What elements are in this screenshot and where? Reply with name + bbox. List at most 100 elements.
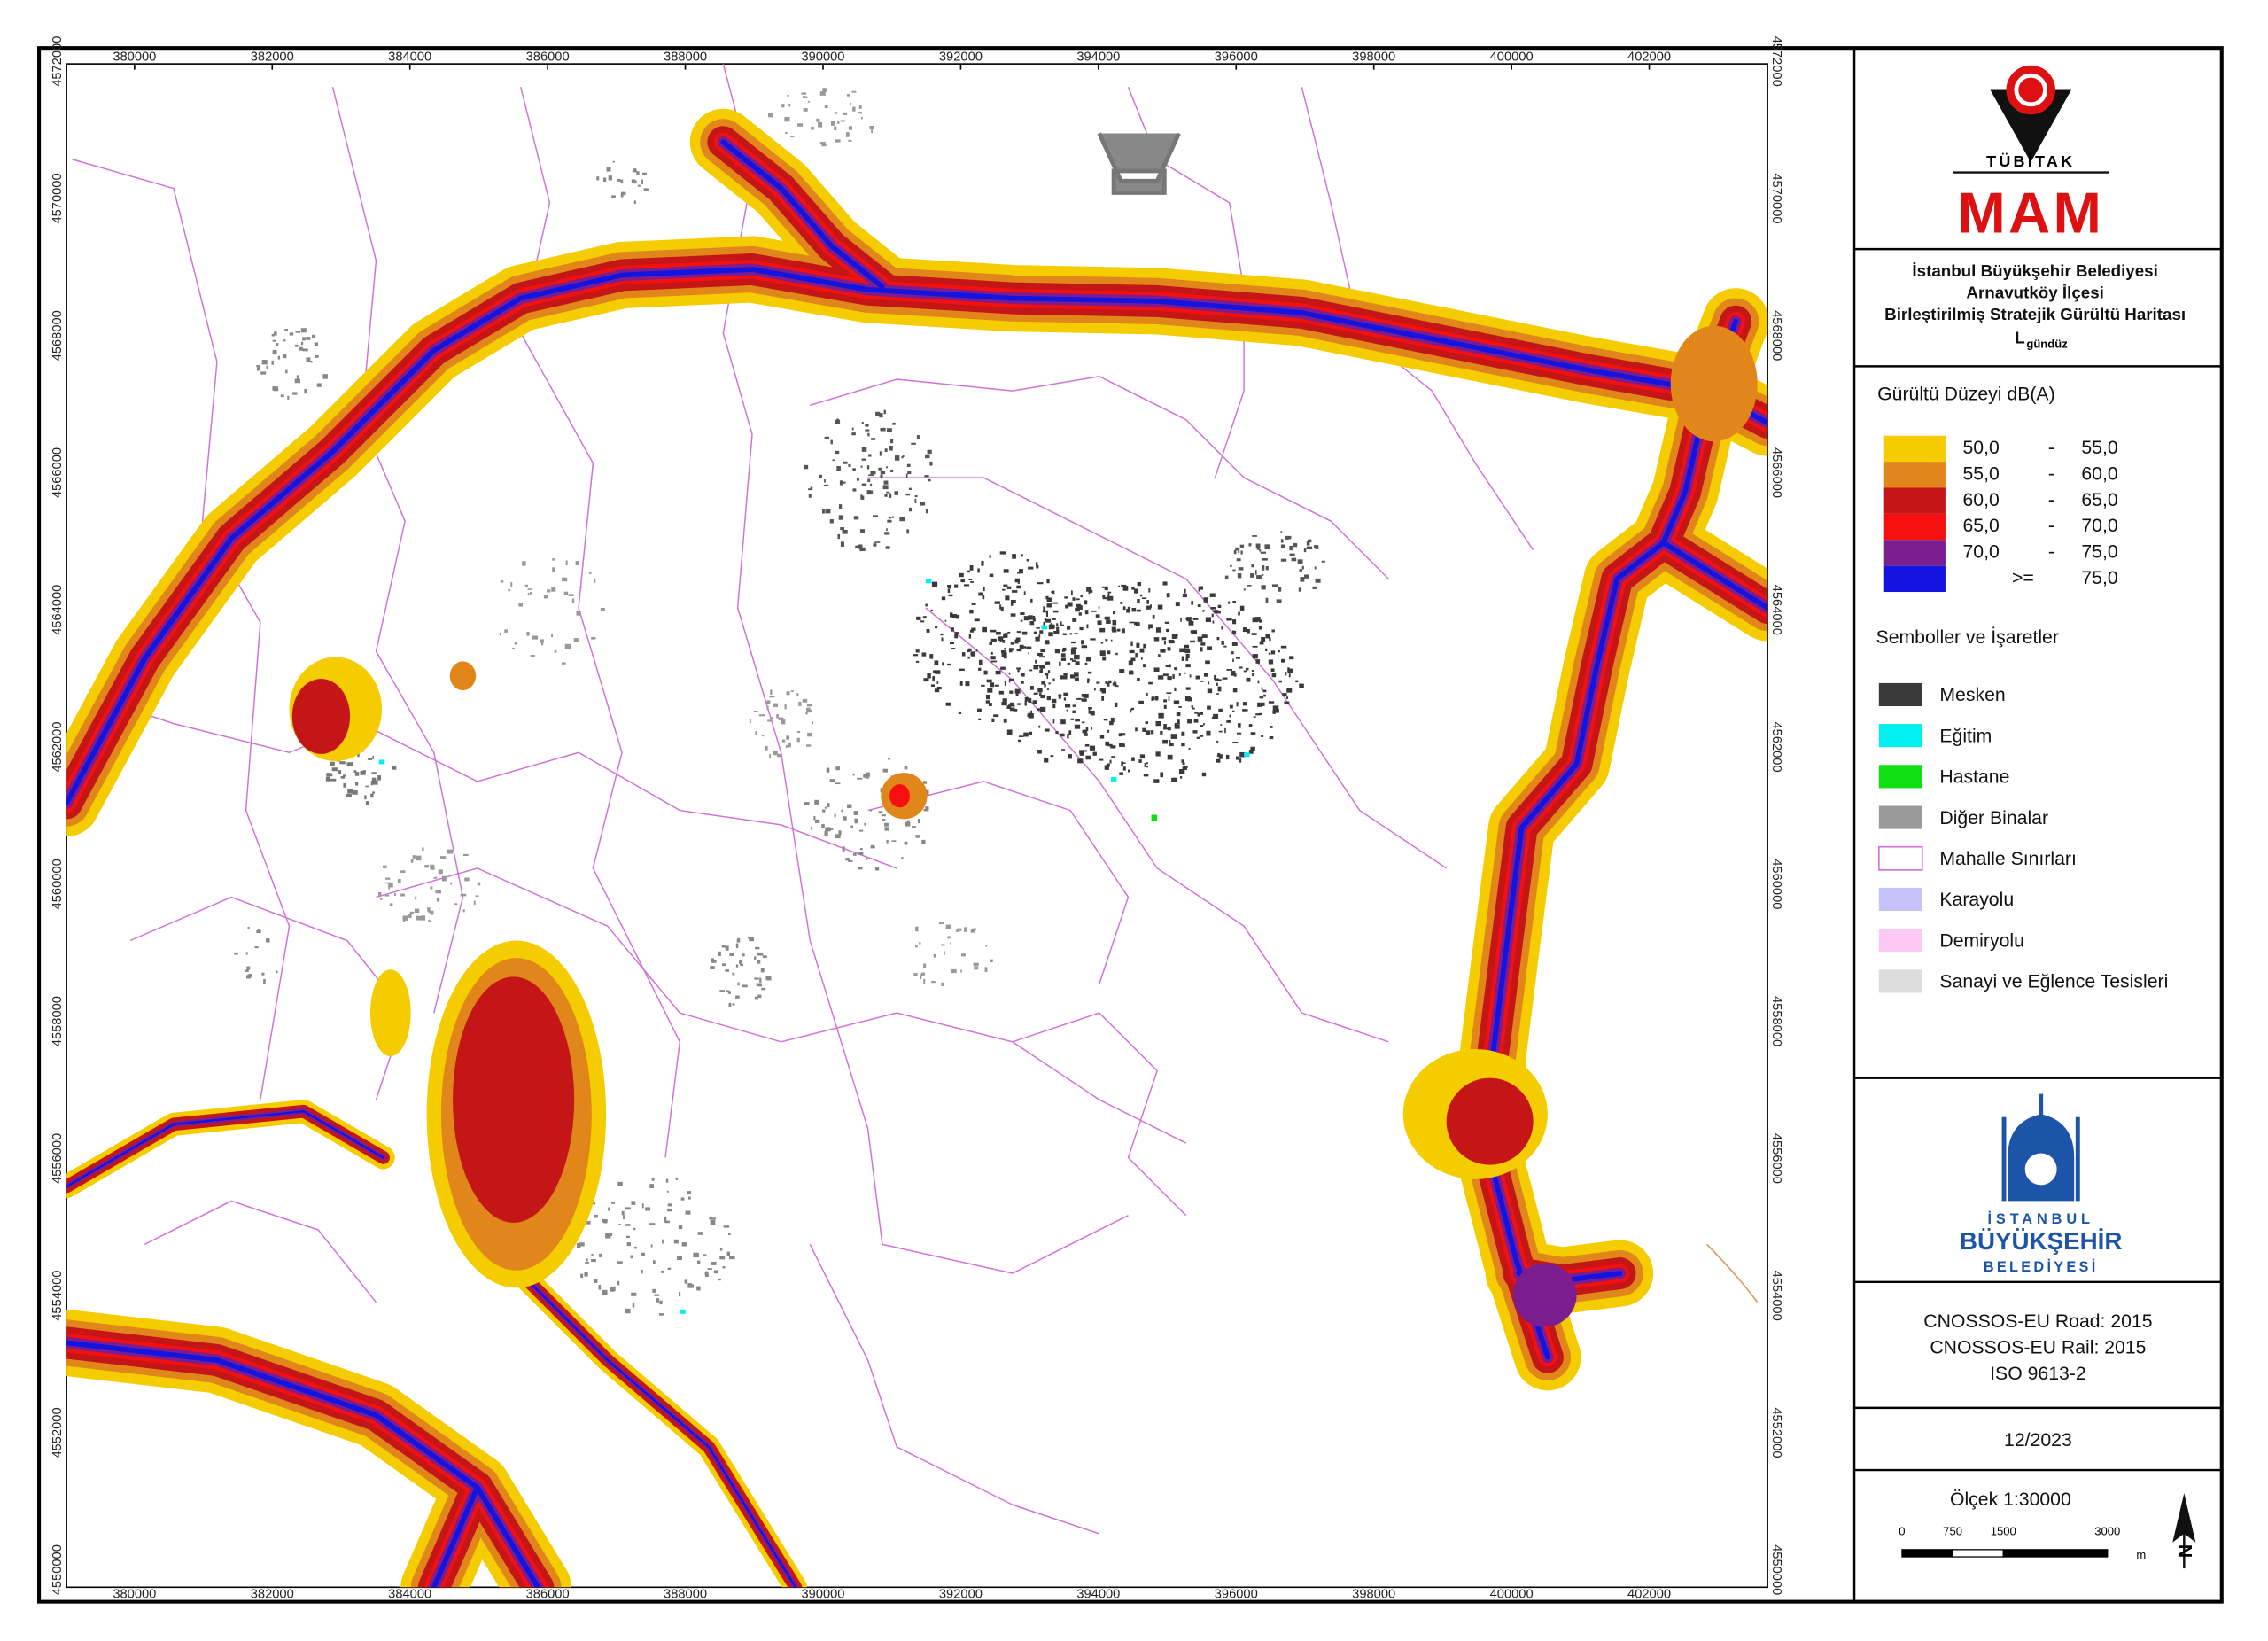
building [394,893,397,896]
building [1183,766,1188,768]
building [1145,730,1150,735]
building [811,126,814,130]
building [1074,672,1079,677]
building [1280,531,1283,533]
building [906,463,911,467]
building [1315,578,1321,583]
building [1155,721,1161,727]
building [1105,639,1108,642]
building [1197,604,1201,608]
building [923,678,929,682]
building [886,466,888,469]
building [1191,705,1193,708]
building [1170,734,1177,739]
building [1265,597,1269,603]
building [1250,746,1255,751]
building [1289,656,1294,660]
building [915,649,920,653]
building [861,483,867,486]
building [865,776,870,779]
building [749,719,751,724]
building [346,793,352,798]
building [1024,696,1029,702]
building [852,773,855,776]
building [586,1258,588,1262]
building [1084,600,1088,605]
logo-ring [2014,73,2048,107]
building [1035,636,1040,642]
building [1157,675,1164,680]
building [858,829,864,832]
building [870,471,876,475]
building [605,1233,611,1239]
building [330,778,337,782]
building [1265,634,1270,639]
building [859,529,865,533]
class-low: 50,0 [1963,438,2000,458]
building [1119,669,1125,673]
building [1224,727,1226,734]
building [1046,688,1049,690]
building [776,714,779,719]
building [1083,693,1089,698]
class-high: 65,0 [2081,490,2117,510]
building [822,809,826,813]
building [1237,572,1242,579]
building [781,739,786,743]
building [1072,618,1077,622]
building [593,1279,598,1283]
building [424,865,430,868]
building [970,581,974,583]
building [974,966,979,970]
building [1223,645,1227,648]
building [727,991,731,994]
building [908,507,913,512]
building [1079,751,1084,756]
building [964,927,967,932]
building [880,427,886,432]
building [1184,588,1186,594]
building [1185,664,1191,668]
building [412,855,416,859]
building [326,773,331,777]
building [1047,670,1051,673]
building [568,594,574,596]
building [1182,762,1185,766]
building [1001,701,1007,706]
building [245,952,248,955]
building [911,442,916,445]
building [416,855,422,861]
building [1235,547,1239,551]
building [1261,735,1264,737]
building [562,577,568,582]
building [527,588,532,590]
building [617,1280,620,1286]
building [1268,652,1271,655]
building [1021,631,1028,635]
building [310,360,313,363]
buildings [234,88,1325,1316]
building [1122,586,1129,591]
building [742,953,745,957]
building [600,608,605,611]
building [527,593,530,595]
building [1107,650,1111,655]
scale-bar: 0 750 1500 3000 m [1899,1525,2146,1561]
building [659,1313,664,1316]
building [967,648,972,651]
building [551,587,556,592]
building [890,439,894,444]
building [1095,614,1100,618]
building [1303,548,1307,553]
building [861,458,866,461]
building [354,772,360,776]
building [1099,758,1104,761]
building [1236,732,1242,735]
building [884,494,888,497]
building [276,970,278,974]
building [965,681,970,687]
building [990,656,996,660]
building [687,1196,691,1200]
building [499,633,501,636]
building [787,95,789,97]
